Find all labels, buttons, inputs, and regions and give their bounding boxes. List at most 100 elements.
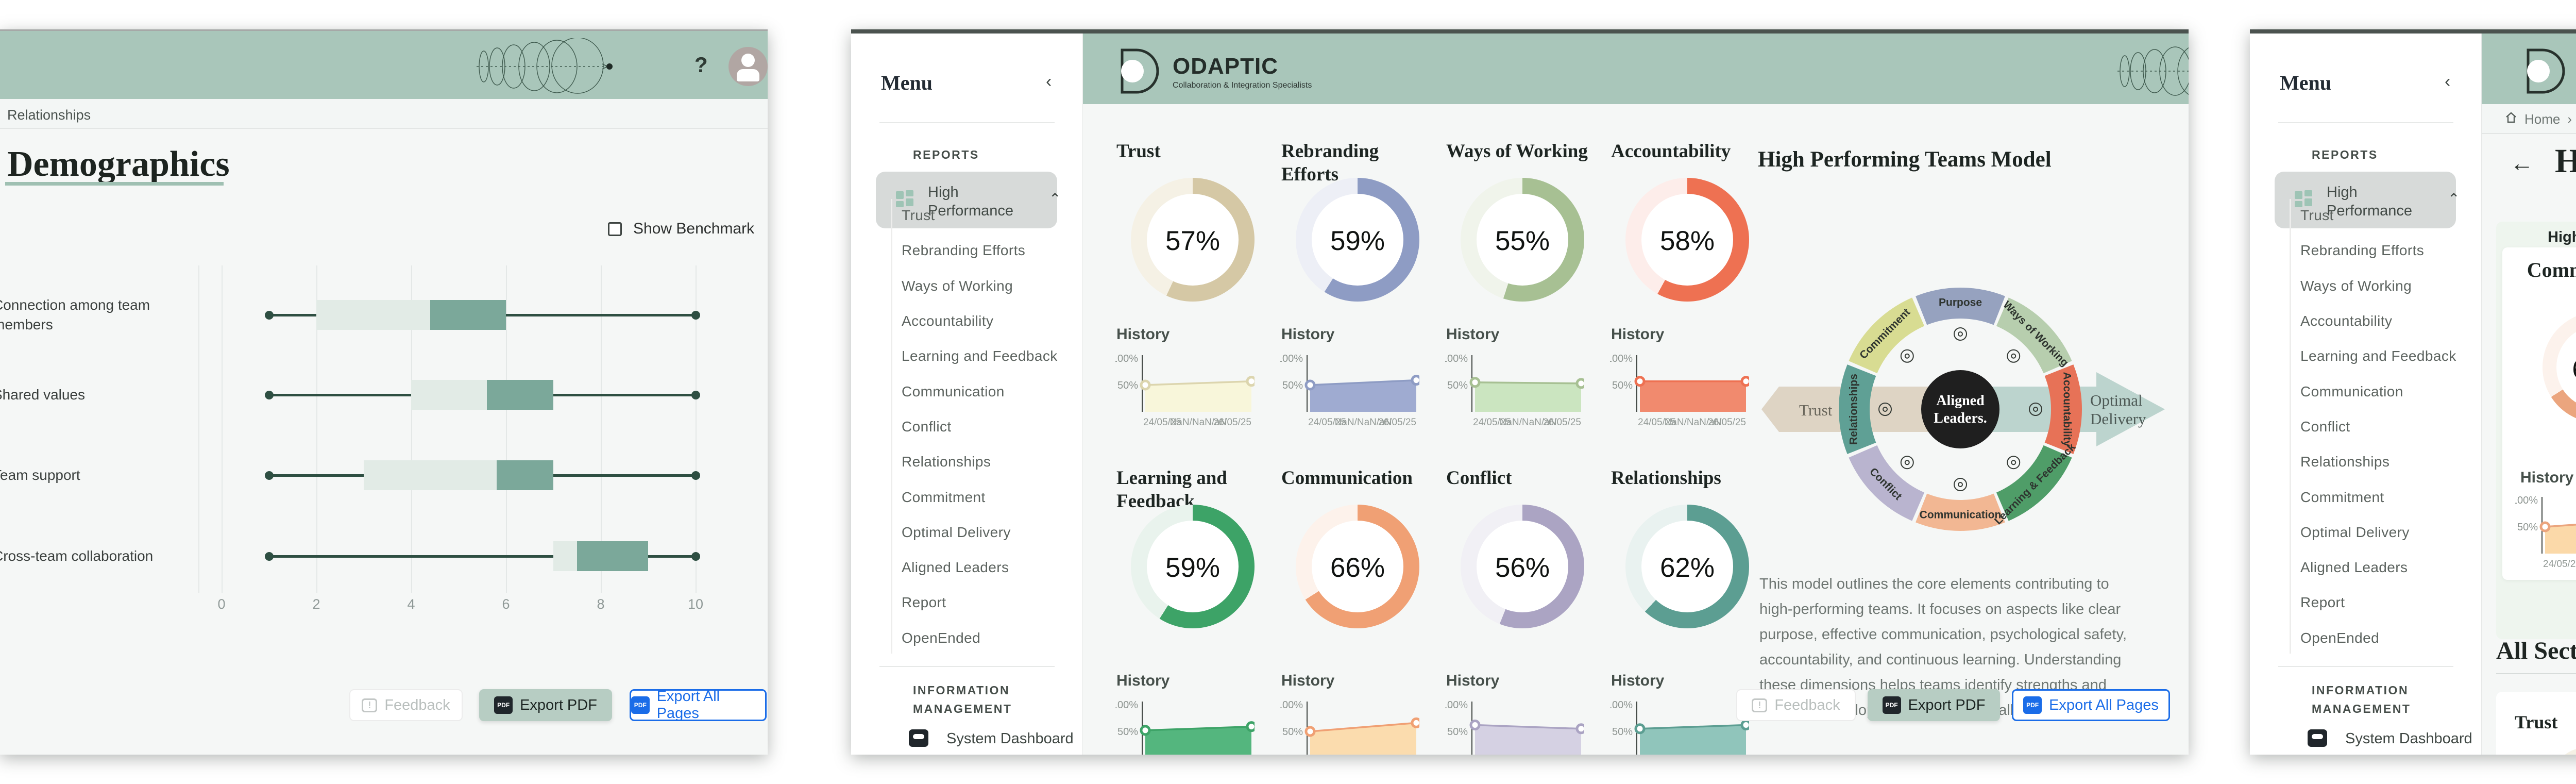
sidebar-item-commitment[interactable]: Commitment — [2300, 489, 2384, 505]
score-card-name: Communication — [2527, 258, 2576, 281]
sidebar-item-openended[interactable]: OpenEnded — [902, 629, 981, 646]
sidebar-active-label: High Performance — [2327, 184, 2413, 219]
sidebar-item-openended[interactable]: OpenEnded — [2300, 629, 2380, 646]
svg-text:24/05/25: 24/05/25 — [1143, 417, 1181, 427]
svg-text:Communication: Communication — [1920, 509, 2002, 521]
x-axis-tick-label: 8 — [597, 596, 605, 612]
export-all-label: Export All Pages — [656, 688, 720, 722]
sidebar-item-communication[interactable]: Communication — [902, 383, 1005, 399]
sidebar-item-ways-of-working[interactable]: Ways of Working — [2300, 277, 2412, 294]
system-dashboard-label: System Dashboard — [2345, 730, 2472, 747]
sidebar-item-conflict[interactable]: Conflict — [2300, 418, 2350, 435]
sidebar-item-high-performance[interactable]: High Performance ⌃ — [2275, 172, 2460, 228]
history-area-chart: 100% 50% 24/05/25 NaN/NaN/aN 26/05/25 — [1442, 353, 1587, 428]
menu-title: Menu — [881, 71, 933, 94]
sidebar-item-accountability[interactable]: Accountability — [2300, 313, 2393, 329]
circles-sketch-icon — [2117, 46, 2189, 96]
svg-text:50%: 50% — [1612, 726, 1633, 738]
x-axis-tick-label: 0 — [217, 596, 226, 612]
sidebar-item-rebranding-efforts[interactable]: Rebranding Efforts — [2300, 242, 2425, 259]
sidebar-item-commitment[interactable]: Commitment — [902, 489, 986, 505]
grid-square — [906, 198, 913, 206]
sidebar-item-report[interactable]: Report — [2300, 594, 2345, 611]
breadcrumb-item[interactable]: Relationships — [7, 107, 91, 123]
history-label: History — [1446, 672, 1500, 689]
history-label: History — [1611, 672, 1665, 689]
sidebar-item-conflict[interactable]: Conflict — [902, 418, 952, 435]
back-button[interactable]: ← — [2510, 149, 2534, 176]
section-label-reports: REPORTS — [913, 148, 979, 161]
app-header: ODAPTIC Collaboration & Integration Spec… — [1083, 34, 2189, 104]
donut-value: 57% — [1165, 226, 1221, 256]
brand-logo: ODAPTIC Collaboration & Integration Spec… — [1119, 47, 1312, 98]
donut-gauge-communication: 66% — [1296, 505, 1419, 628]
avatar[interactable] — [728, 47, 768, 86]
sidebar-item-ways-of-working[interactable]: Ways of Working — [902, 277, 1013, 294]
page-title: High Performance Index - Executive Overv… — [2555, 142, 2576, 180]
sidebar-collapse-icon[interactable]: ‹ — [1046, 72, 1052, 91]
sidebar-item-system-dashboard[interactable]: System Dashboard — [2250, 724, 2482, 755]
accountability-icon — [2029, 403, 2042, 416]
benchmark-checkbox[interactable] — [608, 222, 622, 236]
sidebar-item-communication[interactable]: Communication — [2300, 383, 2403, 399]
svg-text:Delivery: Delivery — [2090, 410, 2146, 428]
grid-square — [2295, 191, 2302, 199]
grid-icon — [2295, 190, 2313, 209]
sidebar-collapse-icon[interactable]: ‹ — [2445, 72, 2451, 91]
svg-text:50%: 50% — [1282, 380, 1303, 391]
grid-square — [2304, 198, 2312, 206]
history-chart: 100% 50% 24/05/25 NaN/NaN/aN 26/05/25 — [1277, 349, 1422, 430]
history-area-chart: 100% 50% 24/05/25 NaN/NaN/aN 26/05/25 — [1277, 353, 1422, 428]
metric-title: Relationships — [1611, 468, 1721, 489]
sidebar-item-accountability[interactable]: Accountability — [902, 313, 994, 329]
sidebar-item-trust[interactable]: Trust — [902, 207, 935, 224]
export-all-pages-button[interactable]: PDF Export All Pages — [630, 688, 767, 722]
feedback-button[interactable]: ! Feedback — [1736, 689, 1856, 721]
export-pdf-button[interactable]: PDF Export PDF — [1868, 689, 2000, 721]
sidebar-item-report[interactable]: Report — [902, 594, 946, 611]
donut-gauge-communication: 66% — [2543, 312, 2576, 423]
svg-text:50%: 50% — [1117, 726, 1138, 738]
sidebar-item-system-dashboard[interactable]: System Dashboard — [851, 724, 1083, 755]
feedback-icon: ! — [1752, 698, 1768, 712]
circles-sketch-graphic — [2117, 43, 2189, 102]
svg-text:100%: 100% — [1445, 353, 1468, 364]
feedback-icon: ! — [362, 698, 378, 712]
sidebar-item-aligned-leaders[interactable]: Aligned Leaders — [902, 559, 1009, 576]
divider — [879, 122, 1055, 123]
pdf-icon: PDF — [1882, 696, 1901, 714]
history-area-chart: 100% 50% 24/05/25 NaN/NaN/aN 26/05/25 — [1112, 699, 1257, 755]
section-label-information-management: INFORMATION MANAGEMENT — [2312, 683, 2411, 715]
logo-d-icon — [2525, 47, 2570, 98]
section-score-title: Trust — [2515, 712, 2558, 732]
help-icon[interactable]: ? — [694, 53, 708, 77]
sidebar-item-aligned-leaders[interactable]: Aligned Leaders — [2300, 559, 2408, 576]
sidebar: Menu ‹ REPORTS High Performance ⌃ Trust Rebran… — [2250, 34, 2482, 755]
sidebar-item-learning-and-feedback[interactable]: Learning and Feedback — [902, 348, 1058, 364]
history-area-chart: 100% 50% 24/05/25 NaN/NaN/aN 26/05/25 — [1277, 699, 1422, 755]
export-all-pages-button[interactable]: PDF Export All Pages — [2012, 689, 2170, 721]
sidebar-item-high-performance[interactable]: High Performance ⌃ — [876, 172, 1061, 228]
system-dashboard-label: System Dashboard — [946, 730, 1074, 747]
history-chart: 100% 50% 24/05/25 NaN/NaN/aN 26/05/25 — [1442, 695, 1587, 755]
boxplot-category-label: Team support — [0, 467, 80, 483]
export-pdf-label: Export PDF — [1908, 696, 1986, 713]
feedback-button[interactable]: ! Feedback — [349, 689, 463, 721]
sidebar-sub-list: Trust Rebranding Efforts Ways of Working Ac… — [851, 198, 1083, 656]
export-pdf-button[interactable]: PDF Export PDF — [479, 689, 612, 721]
home-icon[interactable] — [2505, 111, 2517, 127]
svg-text:24/05/25: 24/05/25 — [2543, 559, 2576, 569]
breadcrumb-home[interactable]: Home — [2524, 111, 2561, 127]
feedback-label: Feedback — [384, 696, 450, 713]
sidebar-item-optimal-delivery[interactable]: Optimal Delivery — [2300, 524, 2410, 540]
history-area-chart: 100% 50% 24/05/25 NaN/NaN/aN 26/05/25 — [1442, 699, 1587, 755]
avatar-head-icon — [741, 54, 755, 67]
card-header: Highest Score — [2548, 229, 2576, 245]
sidebar-item-learning-and-feedback[interactable]: Learning and Feedback — [2300, 348, 2456, 364]
sidebar-item-trust[interactable]: Trust — [2300, 207, 2334, 224]
grid-square — [2304, 190, 2312, 196]
sidebar-item-relationships[interactable]: Relationships — [2300, 454, 2390, 470]
sidebar-item-optimal-delivery[interactable]: Optimal Delivery — [902, 524, 1011, 540]
sidebar-item-rebranding-efforts[interactable]: Rebranding Efforts — [902, 242, 1026, 259]
sidebar-item-relationships[interactable]: Relationships — [902, 454, 991, 470]
